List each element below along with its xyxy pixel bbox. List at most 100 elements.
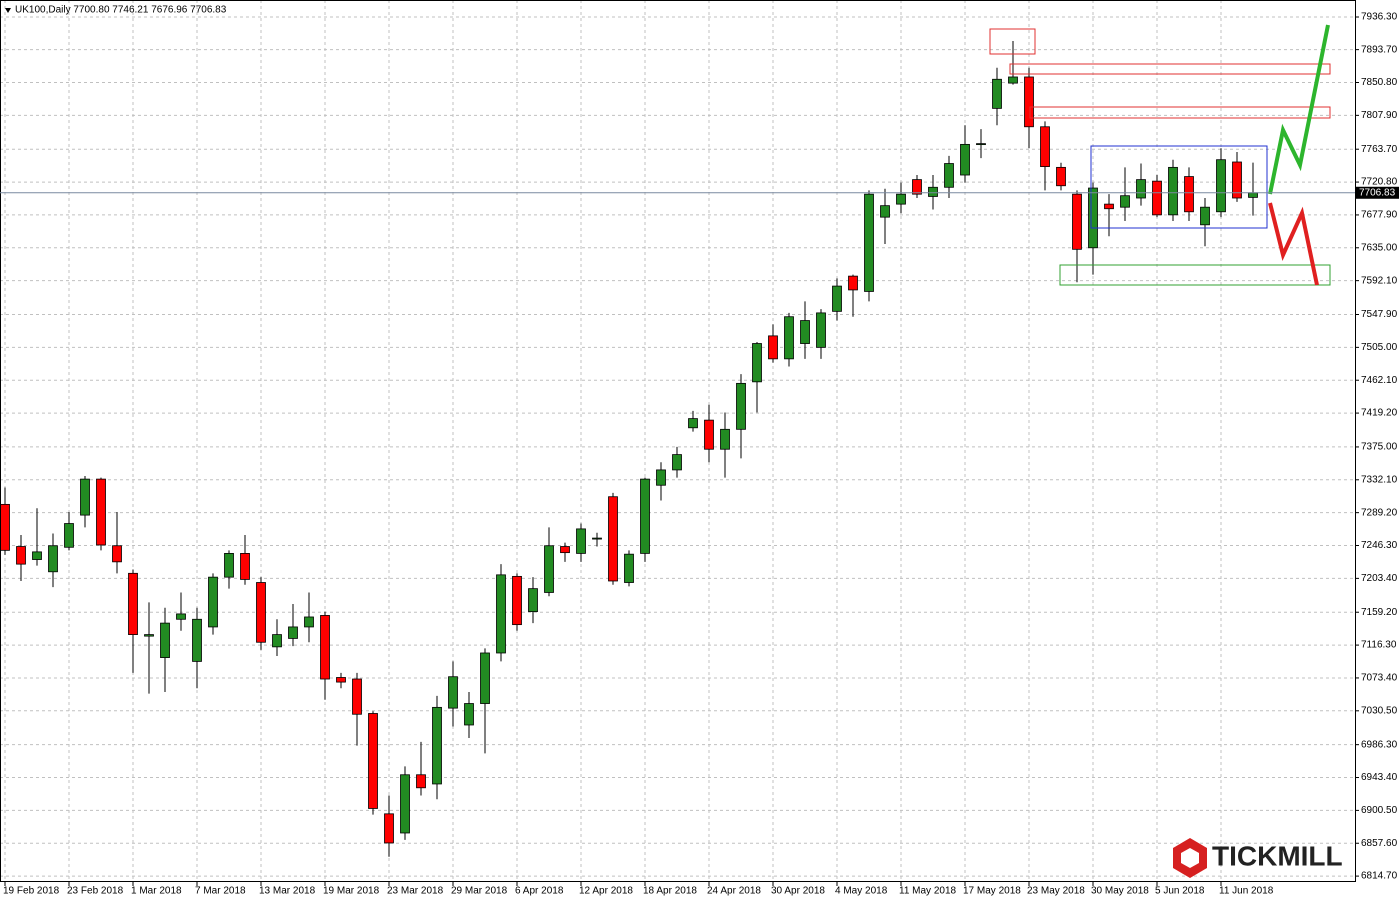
candle-body (576, 528, 586, 554)
x-tick-label: 23 May 2018 (1027, 886, 1085, 897)
candle-body (864, 193, 874, 292)
candle-body (976, 143, 986, 146)
candle-body (128, 572, 138, 635)
y-tick-label: 6814.70 (1361, 871, 1398, 882)
candle-body (432, 706, 442, 785)
candle-body (48, 545, 58, 573)
logo: TICKMILL (1173, 838, 1343, 878)
candle-body (992, 78, 1002, 109)
candle-body (400, 774, 410, 834)
candle-body (304, 616, 314, 628)
y-tick-label: 7763.70 (1361, 144, 1398, 155)
y-tick-label: 7073.40 (1361, 673, 1398, 684)
candle-body (688, 418, 698, 429)
candle-body (320, 615, 330, 680)
candle-body (368, 713, 378, 809)
candle-body (1184, 176, 1194, 213)
candle-body (944, 163, 954, 188)
candle-body (496, 574, 506, 654)
candle-body (784, 316, 794, 360)
candle-body (560, 546, 570, 554)
candle-body (0, 503, 10, 551)
candle-body (880, 205, 890, 218)
x-tick-label: 4 May 2018 (835, 886, 888, 897)
candle-body (656, 469, 666, 486)
current-price-box (1356, 186, 1399, 199)
candle-body (336, 677, 346, 683)
y-tick-label: 7030.50 (1361, 705, 1398, 716)
y-tick-label: 7592.10 (1361, 275, 1398, 286)
candle-body (240, 553, 250, 580)
zone-box (1029, 106, 1331, 119)
candle-body (848, 275, 858, 291)
candle-body (288, 626, 298, 639)
header: UK100,Daily 7700.80 7746.21 7676.96 7706… (15, 5, 227, 16)
x-tick-label: 18 Apr 2018 (643, 886, 697, 897)
zone-box (989, 28, 1036, 55)
y-tick-label: 7635.00 (1361, 242, 1398, 253)
candle-body (80, 478, 90, 516)
header-icon (5, 8, 11, 13)
candle-body (1072, 193, 1082, 250)
y-tick-label: 7720.80 (1361, 177, 1398, 188)
x-tick-label: 6 Apr 2018 (515, 886, 564, 897)
candle-body (896, 193, 906, 205)
candle-body (480, 652, 490, 704)
candle-body (720, 428, 730, 450)
y-tick-label: 6900.50 (1361, 805, 1398, 816)
candle-body (912, 179, 922, 195)
x-tick-label: 23 Feb 2018 (67, 886, 124, 897)
candle-body (752, 343, 762, 383)
candle-body (352, 678, 362, 715)
candle-body (832, 285, 842, 312)
y-tick-label: 6857.60 (1361, 838, 1398, 849)
y-tick-label: 7547.90 (1361, 309, 1398, 320)
candle-body (160, 622, 170, 658)
candle-body (1248, 192, 1258, 198)
x-tick-label: 24 Apr 2018 (707, 886, 761, 897)
candle-body (1024, 76, 1034, 128)
candle-body (768, 335, 778, 360)
candle-body (544, 545, 554, 593)
candle-body (384, 813, 394, 844)
x-tick-label: 17 May 2018 (963, 886, 1021, 897)
candle-body (608, 496, 618, 582)
x-tick-label: 12 Apr 2018 (579, 886, 633, 897)
candle-body (1008, 76, 1018, 84)
grid (0, 0, 1355, 882)
candle-body (176, 613, 186, 620)
y-tick-label: 7462.10 (1361, 375, 1398, 386)
y-tick-label: 6986.30 (1361, 739, 1398, 750)
logo-mark (1181, 848, 1199, 868)
x-tick-label: 7 Mar 2018 (195, 886, 246, 897)
candle-body (1120, 195, 1130, 208)
y-tick-label: 7893.70 (1361, 44, 1398, 55)
candle-body (64, 523, 74, 548)
y-tick-label: 7375.00 (1361, 442, 1398, 453)
bear-path (1268, 202, 1319, 286)
candle-body (704, 419, 714, 450)
candle-body (1104, 203, 1114, 210)
candle-body (1088, 187, 1098, 249)
candle-body (464, 703, 474, 726)
candle-body (256, 582, 266, 643)
y-tick-label: 7116.30 (1361, 640, 1397, 651)
x-tick-label: 19 Feb 2018 (3, 886, 60, 897)
candle-body (16, 546, 26, 565)
candle-body (1136, 179, 1146, 199)
candle-body (32, 551, 42, 560)
candle-body (512, 575, 522, 626)
brand: TICKMILL (1212, 840, 1343, 871)
candle-body (960, 143, 970, 176)
candle-body (928, 186, 938, 197)
y-tick-label: 7203.40 (1361, 573, 1398, 584)
y-tick-label: 7419.20 (1361, 408, 1398, 419)
y-tick-label: 7677.90 (1361, 210, 1398, 221)
y-tick-label: 7505.00 (1361, 342, 1398, 353)
candle-body (800, 320, 810, 344)
y-tick-label: 7159.20 (1361, 607, 1398, 618)
candle-body (192, 618, 202, 662)
candle-body (208, 576, 218, 628)
candle-body (640, 478, 650, 554)
x-tick-label: 30 Apr 2018 (771, 886, 825, 897)
